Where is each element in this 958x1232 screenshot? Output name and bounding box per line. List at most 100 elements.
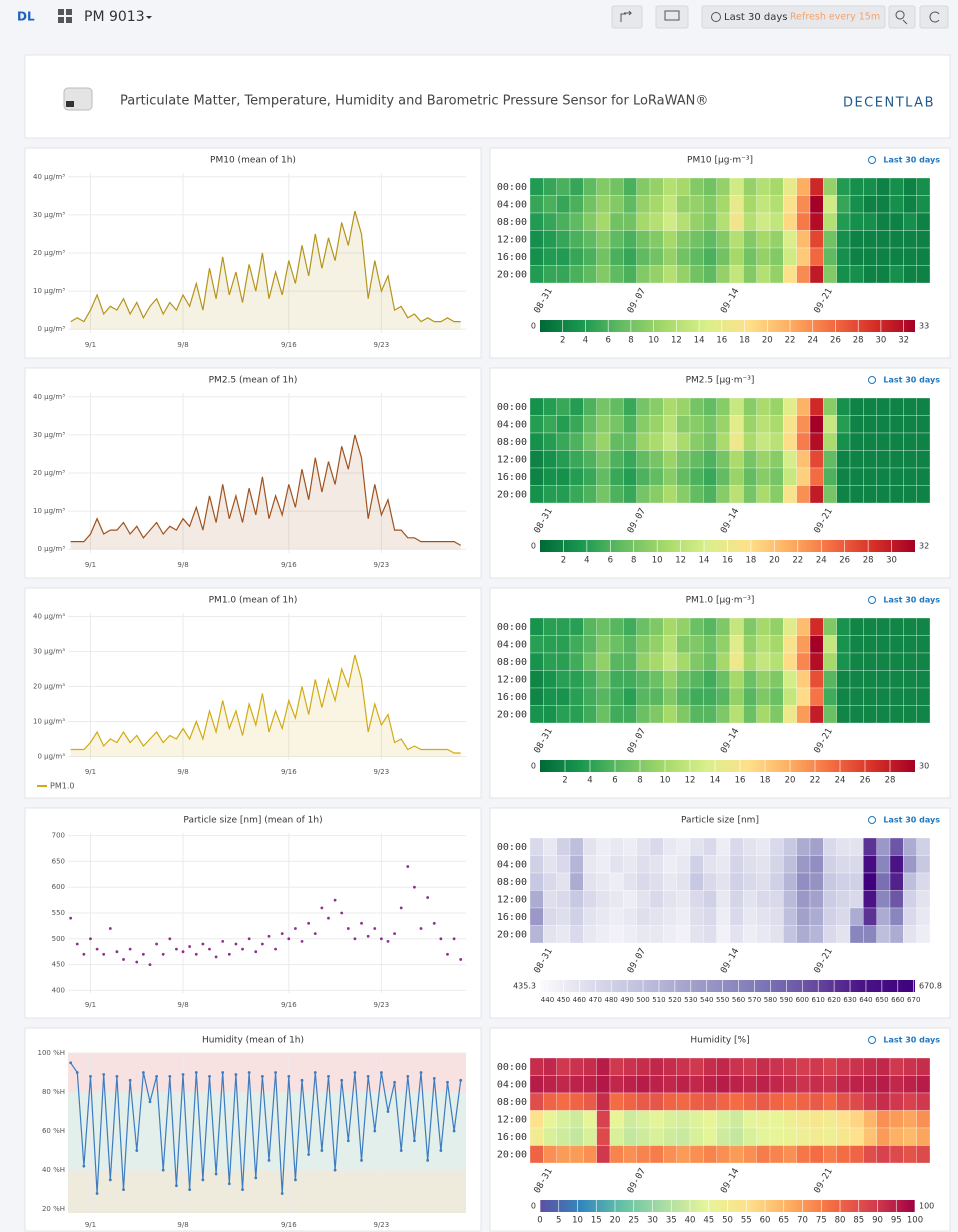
- heatmap-cell: [623, 872, 637, 891]
- heatmap-cell: [836, 1110, 851, 1129]
- heatmap-cell: [543, 1145, 557, 1164]
- heatmap-cell: [663, 925, 677, 944]
- heatmap-cell: [849, 415, 864, 434]
- row-label: 12:00: [497, 894, 527, 905]
- time-range[interactable]: Last 30 days: [724, 12, 788, 23]
- data-point: [188, 1188, 192, 1191]
- heatmap-cell: [783, 872, 797, 891]
- heatmap-cell: [529, 1127, 544, 1146]
- heatmap-cell: [876, 635, 891, 654]
- refresh-button[interactable]: [919, 5, 949, 29]
- row-label: 16:00: [497, 252, 527, 263]
- heatmap-cell: [823, 1092, 837, 1111]
- heatmap-cell: [676, 432, 691, 451]
- heatmap-cell: [756, 432, 771, 451]
- series-line: [70, 434, 461, 546]
- share-button[interactable]: [611, 5, 643, 29]
- heatmap-cell: [889, 670, 904, 689]
- heatmap-cell: [783, 467, 797, 486]
- color-max-label: 33: [919, 322, 929, 331]
- color-bar: [540, 980, 915, 992]
- heatmap-cell: [676, 617, 691, 636]
- heatmap-cell: [849, 925, 864, 944]
- heatmap-cell: [663, 670, 677, 689]
- heatmap-cell: [623, 687, 637, 706]
- heatmap-cell: [529, 265, 544, 284]
- dropdown-arrow[interactable]: [146, 16, 152, 19]
- tv-button[interactable]: [655, 5, 689, 29]
- panel: [24, 587, 482, 799]
- zoom-button[interactable]: [888, 5, 916, 29]
- heatmap-cell: [823, 450, 837, 469]
- data-point: [459, 958, 463, 961]
- y-tick-label: 400: [52, 986, 65, 994]
- heatmap-cell: [663, 837, 677, 856]
- heatmap-cell: [783, 687, 797, 706]
- heatmap-cell: [916, 907, 931, 926]
- data-point: [135, 960, 139, 964]
- heatmap-cell: [756, 265, 771, 284]
- x-tick-label: 9/23: [374, 1001, 390, 1009]
- heatmap-cell: [663, 687, 677, 706]
- panel-title: PM1.0 (mean of 1h): [209, 596, 298, 606]
- heatmap-cell: [529, 1092, 544, 1111]
- heatmap-cell: [796, 1110, 811, 1129]
- heatmap-cell: [863, 705, 877, 724]
- dashboard-title[interactable]: PM 9013: [84, 9, 145, 25]
- data-point: [89, 1075, 92, 1078]
- heatmap-cell: [796, 1057, 811, 1076]
- heatmap-cell: [703, 467, 717, 486]
- heatmap-cell: [836, 907, 851, 926]
- y-tick-label: 40 %H: [42, 1166, 65, 1174]
- color-tick-label: 10: [648, 336, 659, 346]
- data-point: [241, 1188, 244, 1191]
- data-point: [148, 963, 152, 967]
- heatmap-cell: [729, 195, 744, 214]
- heatmap-cell: [876, 195, 891, 214]
- heatmap-cell: [889, 907, 904, 926]
- heatmap-cell: [903, 617, 917, 636]
- heatmap-cell: [543, 652, 557, 671]
- heatmap-cell: [769, 872, 784, 891]
- color-tick-label: 14: [710, 776, 721, 786]
- heatmap-cell: [889, 195, 904, 214]
- color-tick-label: 15: [591, 1216, 602, 1226]
- time-badge: Last 30 days: [883, 596, 940, 605]
- color-tick-label: 12: [675, 556, 686, 566]
- data-point: [254, 950, 258, 954]
- row-label: 20:00: [497, 1149, 527, 1160]
- heatmap-cell: [903, 837, 917, 856]
- data-point: [122, 1188, 125, 1191]
- heatmap-cell: [676, 485, 691, 504]
- time-picker[interactable]: [701, 5, 886, 29]
- heatmap-cell: [756, 837, 771, 856]
- y-tick-label: 40 µg/m³: [33, 173, 65, 181]
- heatmap-cell: [649, 415, 664, 434]
- heatmap-cell: [756, 705, 771, 724]
- data-point: [294, 927, 297, 930]
- heatmap-cell: [903, 1075, 917, 1094]
- heatmap-cell: [783, 837, 797, 856]
- heatmap-cell: [703, 652, 717, 671]
- panel-title: PM10 [µg·m⁻³]: [687, 156, 753, 166]
- data-point: [69, 1061, 73, 1065]
- heatmap-cell: [903, 177, 917, 196]
- heatmap-cell: [529, 195, 544, 214]
- logo[interactable]: DL: [17, 10, 35, 24]
- refresh-interval[interactable]: Refresh every 15m: [790, 12, 880, 23]
- heatmap-cell: [596, 872, 611, 891]
- clock-icon: [711, 12, 721, 22]
- heatmap-cell: [703, 925, 717, 944]
- heatmap-cell: [836, 1092, 851, 1111]
- heatmap-cell: [623, 1127, 637, 1146]
- data-point: [102, 952, 106, 956]
- heatmap-cell: [889, 652, 904, 671]
- heatmap-cell: [916, 212, 931, 231]
- heatmap-cell: [663, 617, 677, 636]
- heatmap-cell: [609, 432, 624, 451]
- color-min-label: 0: [531, 762, 536, 771]
- data-point: [459, 1078, 463, 1082]
- heatmap-cell: [583, 415, 597, 434]
- data-point: [280, 932, 284, 936]
- heatmap-cell: [756, 230, 771, 249]
